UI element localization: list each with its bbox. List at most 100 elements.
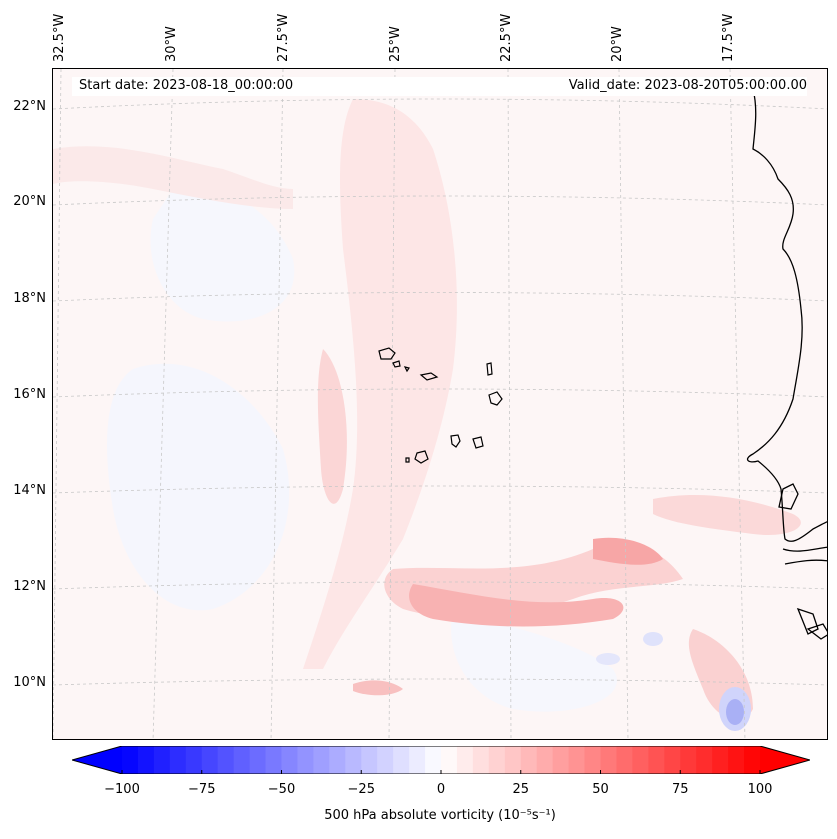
island-santo-antao <box>378 347 396 360</box>
colorbar-tick-label: −100 <box>104 782 140 797</box>
latitude-label: 20°N <box>13 194 46 209</box>
island-santa-luzia <box>403 366 410 373</box>
valid-date-label: Valid_date: 2023-08-20T05:00:00.00 <box>568 78 807 93</box>
longitude-label: 25°W <box>388 26 403 62</box>
latitude-gridline <box>53 485 827 494</box>
vorticity-negative-patch <box>451 609 617 712</box>
colorbar-level <box>249 746 267 774</box>
colorbar-level <box>616 746 633 774</box>
colorbar-level <box>169 746 187 774</box>
vorticity-map <box>53 69 827 739</box>
colorbar-level <box>137 746 155 774</box>
colorbar-level <box>536 746 554 774</box>
coastline-africa <box>784 559 827 565</box>
longitude-gridline <box>53 69 62 739</box>
coastline <box>746 88 827 640</box>
colorbar <box>72 746 810 774</box>
colorbar-level <box>233 746 251 774</box>
colorbar-level <box>584 746 601 774</box>
graticule <box>53 69 827 739</box>
latitude-label: 12°N <box>13 579 46 594</box>
colorbar-level <box>329 746 346 774</box>
longitude-label: 32.5°W <box>52 13 67 62</box>
colorbar-tick-label: 25 <box>512 782 530 797</box>
island-maio-east <box>472 436 484 449</box>
colorbar-level <box>297 746 314 774</box>
coastline-africa <box>782 546 827 552</box>
colorbar-level <box>552 746 570 774</box>
colorbar-level <box>185 746 203 774</box>
island-sao-nicolau <box>419 372 439 381</box>
island-boa-vista <box>488 391 503 406</box>
colorbar-level <box>712 746 729 774</box>
colorbar-level <box>441 746 458 774</box>
start-date-label: Start date: 2023-08-18_00:00:00 <box>79 78 294 93</box>
colorbar-tick-label: 50 <box>592 782 609 797</box>
latitude-gridline <box>53 195 827 206</box>
colorbar-level <box>425 746 442 774</box>
colorbar-level <box>153 746 171 774</box>
vorticity-positive-band-core <box>593 537 663 565</box>
latitude-label: 10°N <box>13 675 46 690</box>
latitude-label: 16°N <box>13 387 46 402</box>
vorticity-negative-patch <box>107 363 290 611</box>
vorticity-positive-swath <box>303 99 457 669</box>
island-fogo <box>414 450 429 464</box>
vorticity-minimum <box>596 653 620 665</box>
longitude-gridline <box>388 69 396 739</box>
map-header-background <box>72 77 807 96</box>
colorbar-level <box>744 746 761 774</box>
coastline-africa <box>746 88 827 542</box>
colorbar-tick-label: 100 <box>747 782 773 797</box>
latitude-label: 18°N <box>13 291 46 306</box>
cape-verde-islands <box>378 347 503 464</box>
latitude-gridline <box>53 292 827 302</box>
colorbar-level <box>409 746 426 774</box>
longitude-label: 20°W <box>610 26 625 62</box>
colorbar-level <box>456 746 474 774</box>
colorbar-level <box>520 746 538 774</box>
latitude-gridline <box>53 388 827 398</box>
longitude-gridline <box>152 69 174 739</box>
longitude-gridline <box>618 69 629 739</box>
longitude-gridline <box>507 69 512 739</box>
colorbar-level <box>696 746 713 774</box>
colorbar-tick-label: −75 <box>188 782 216 797</box>
vorticity-positive-swath <box>53 146 293 209</box>
colorbar-level <box>345 746 362 774</box>
colorbar-level <box>201 746 219 774</box>
colorbar-level <box>122 746 139 774</box>
colorbar-level <box>600 746 617 774</box>
colorbar-extend-low <box>72 746 122 774</box>
vorticity-minimum <box>643 632 663 646</box>
colorbar-level <box>217 746 235 774</box>
vorticity-positive-swath <box>353 680 403 696</box>
colorbar-level <box>472 746 490 774</box>
colorbar-level <box>664 746 681 774</box>
colorbar-level <box>313 746 330 774</box>
colorbar-level <box>728 746 745 774</box>
coastline-guinea-bissau <box>806 623 827 640</box>
colorbar-level <box>377 746 394 774</box>
latitude-label: 14°N <box>13 483 46 498</box>
colorbar-level <box>281 746 298 774</box>
vorticity-negative-patch <box>150 187 295 322</box>
island-sal <box>486 362 493 376</box>
longitude-label: 30°W <box>164 26 179 62</box>
colorbar-level <box>632 746 649 774</box>
colorbar-tick-label: 75 <box>671 782 689 797</box>
colorbar-level <box>361 746 378 774</box>
vorticity-minimum-core <box>726 699 744 725</box>
vorticity-positive-swath <box>653 494 801 535</box>
longitude-label: 22.5°W <box>499 13 514 62</box>
longitude-label: 27.5°W <box>276 13 291 62</box>
map-plot-area <box>52 68 828 740</box>
vorticity-positive-band-core <box>409 584 624 627</box>
colorbar-level <box>488 746 506 774</box>
longitude-label: 17.5°W <box>721 13 736 62</box>
colorbar-level <box>648 746 665 774</box>
vorticity-positive-swath <box>317 349 347 504</box>
colorbar-level <box>680 746 697 774</box>
colorbar-label: 500 hPa absolute vorticity (10⁻⁵s⁻¹) <box>324 808 556 823</box>
colorbar-level <box>393 746 410 774</box>
